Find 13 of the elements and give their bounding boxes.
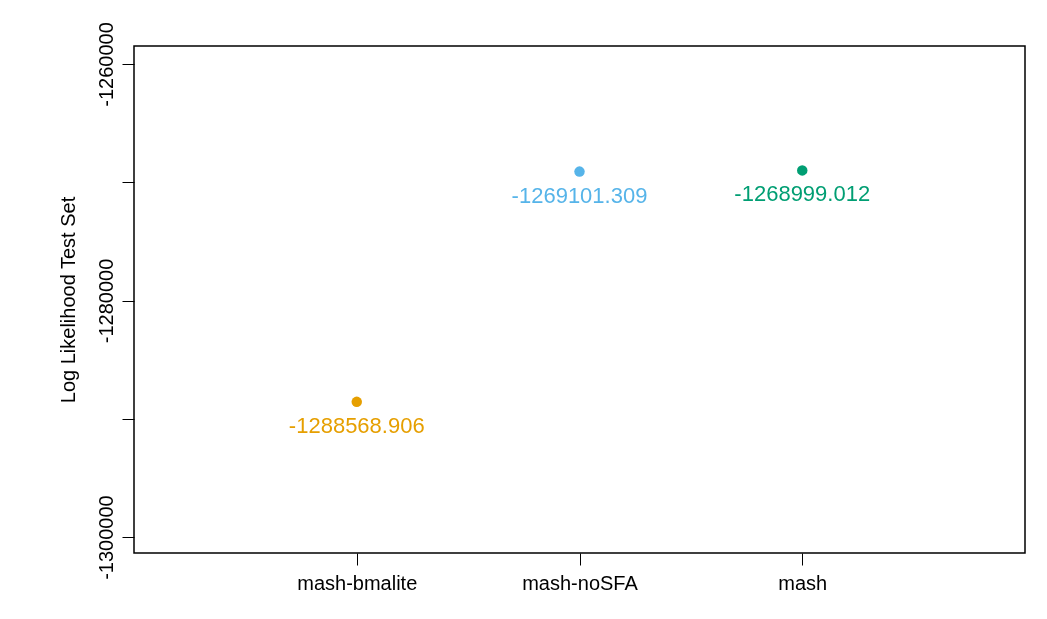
data-label: -1288568.906: [288, 412, 425, 438]
x-tick-label: mash-noSFA: [522, 571, 639, 594]
point: [351, 396, 362, 408]
y-axis-title: Log Likelihood Test Set: [56, 196, 79, 404]
y-tick-label: -1300000: [94, 495, 117, 580]
data-label: -1268999.012: [734, 181, 871, 207]
x-tick-label: mash-bmalite: [297, 571, 418, 594]
point: [574, 166, 585, 177]
point: [797, 165, 808, 176]
data-label: -1269101.309: [511, 182, 648, 208]
y-tick-label: -1280000: [94, 258, 117, 344]
x-tick-label: mash: [778, 571, 828, 594]
y-tick-label: -1260000: [94, 22, 117, 107]
